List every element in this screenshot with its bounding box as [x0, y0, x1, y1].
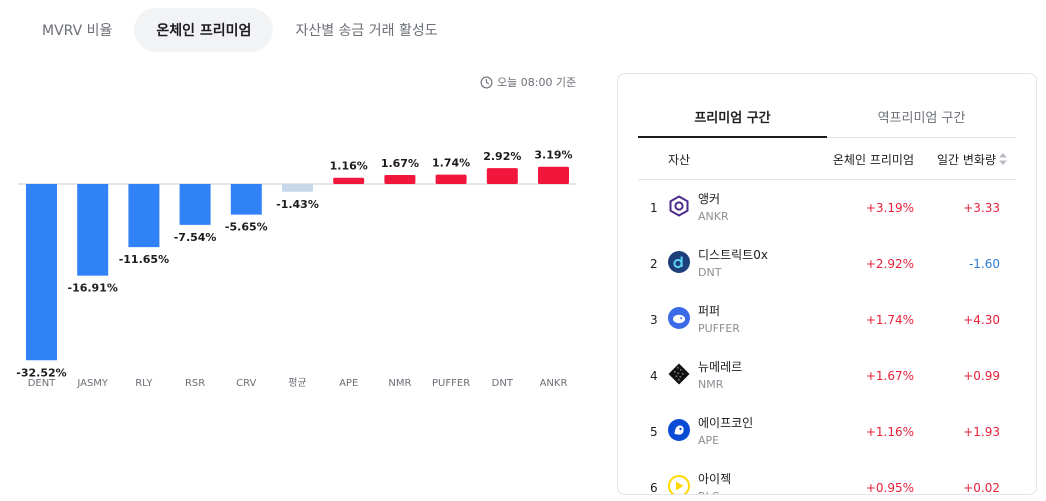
- table-row[interactable]: 2 디스트릭트0x DNT +2.92% -1.60: [638, 236, 1016, 292]
- category-tick-label: NMR: [388, 378, 411, 389]
- asset-ticker: PUFFER: [698, 322, 740, 335]
- tab-transfer-activity[interactable]: 자산별 송금 거래 활성도: [295, 23, 438, 39]
- dnt-logo-icon: [668, 251, 690, 273]
- bar-jasmy[interactable]: [77, 184, 109, 276]
- category-tick-label: RSR: [185, 378, 205, 389]
- asset-name[interactable]: 뉴메레르: [698, 360, 743, 374]
- asset-ticker: RLC: [698, 490, 719, 494]
- bar-value-label: -16.91%: [68, 282, 118, 295]
- asset-ticker: ANKR: [698, 210, 729, 223]
- bar-ape[interactable]: [333, 177, 365, 184]
- daily-change-value: -1.60: [968, 257, 1000, 271]
- daily-change-value: +4.30: [963, 313, 1000, 327]
- table-row[interactable]: 1 앵커 ANKR +3.19% +3.33: [638, 180, 1016, 236]
- premium-bar-chart: -32.52%DENT -16.91% JASMY -11.65% RLY -7.54% R…: [16, 149, 576, 389]
- daily-change-value: +3.33: [963, 201, 1000, 215]
- header-premium: 온체인 프리미엄: [832, 153, 914, 167]
- tab-onchain-premium[interactable]: 온체인 프리미엄: [134, 8, 274, 52]
- category-tick-label: RLY: [135, 378, 153, 389]
- tab-premium-zone[interactable]: 프리미엄 구간: [638, 96, 827, 138]
- ranking-list: 1 앵커 ANKR +3.19% +3.33 2 디스트릭트0x DNT +2.92% -1.60…: [638, 180, 1016, 495]
- bar-ankr[interactable]: [538, 166, 569, 184]
- asset-ticker: NMR: [698, 378, 724, 391]
- header-daily-change[interactable]: 일간 변화량: [936, 153, 996, 167]
- bar-value-label: 1.74%: [432, 157, 470, 170]
- bar-value-label: -5.65%: [225, 221, 268, 234]
- tab-mvrv[interactable]: MVRV 비율: [42, 23, 113, 39]
- bar-nmr[interactable]: [384, 174, 416, 184]
- bar-rly[interactable]: [128, 184, 160, 248]
- table-row[interactable]: 3 퍼퍼 PUFFER +1.74% +4.30: [638, 292, 1016, 348]
- asset-name[interactable]: 퍼퍼: [698, 304, 721, 318]
- premium-value: +2.92%: [865, 257, 914, 271]
- premium-value: +0.95%: [865, 481, 914, 495]
- row-rank: 2: [650, 257, 658, 271]
- asset-name[interactable]: 아이젝: [698, 472, 732, 486]
- metric-tabs: MVRV 비율 온체인 프리미엄 자산별 송금 거래 활성도: [20, 8, 460, 52]
- category-tick-label: CRV: [236, 378, 256, 389]
- nmr-logo-icon: [668, 363, 690, 385]
- bar-평균[interactable]: [282, 184, 313, 192]
- daily-change-value: +0.02: [963, 481, 1000, 495]
- ape-logo-icon: [668, 419, 690, 441]
- bar-value-label: -1.43%: [276, 198, 319, 211]
- category-tick-label: DENT: [28, 378, 56, 389]
- table-header: 자산 온체인 프리미엄 일간 변화량: [638, 138, 1016, 180]
- basis-time-text: 오늘 08:00 기준: [497, 76, 577, 89]
- row-rank: 5: [650, 425, 658, 439]
- bar-puffer[interactable]: [435, 174, 467, 184]
- bar-value-label: 3.19%: [534, 149, 572, 162]
- puffer-logo-icon: [668, 307, 690, 329]
- row-rank: 1: [650, 201, 658, 215]
- ranking-panel: 프리미엄 구간 역프리미엄 구간 자산 온체인 프리미엄 일간 변화량 1 앵커 A…: [617, 73, 1037, 495]
- bar-value-label: -32.52%: [16, 366, 66, 379]
- bar-value-label: 2.92%: [483, 150, 521, 163]
- table-row[interactable]: 6 아이젝 RLC +0.95% +0.02: [638, 460, 1016, 495]
- row-rank: 6: [650, 481, 658, 495]
- bar-rsr[interactable]: [179, 184, 211, 225]
- panel-tabs: 프리미엄 구간 역프리미엄 구간: [638, 96, 1016, 138]
- tab-reverse-premium-zone[interactable]: 역프리미엄 구간: [877, 111, 966, 126]
- header-asset: 자산: [668, 153, 691, 167]
- premium-value: +1.16%: [865, 425, 914, 439]
- row-rank: 4: [650, 369, 658, 383]
- category-tick-label: APE: [339, 378, 358, 389]
- asset-ticker: DNT: [698, 266, 722, 279]
- daily-change-value: +0.99: [963, 369, 1000, 383]
- sort-icon[interactable]: [998, 151, 1008, 167]
- category-tick-label: DNT: [492, 378, 514, 389]
- asset-name[interactable]: 에이프코인: [698, 416, 754, 430]
- rlc-logo-icon: [668, 475, 690, 494]
- row-rank: 3: [650, 313, 658, 327]
- category-tick-label: JASMY: [76, 378, 109, 389]
- premium-value: +1.74%: [865, 313, 914, 327]
- bar-value-label: 1.67%: [381, 157, 419, 170]
- asset-ticker: APE: [698, 434, 720, 447]
- basis-time: 오늘 08:00 기준: [480, 74, 576, 90]
- premium-value: +1.67%: [865, 369, 914, 383]
- daily-change-value: +1.93: [963, 425, 1000, 439]
- category-tick-label: PUFFER: [432, 378, 470, 389]
- bar-value-label: -11.65%: [119, 253, 169, 266]
- bar-dnt[interactable]: [486, 168, 518, 184]
- asset-name[interactable]: 앵커: [698, 192, 721, 206]
- ankr-logo-icon: [668, 195, 690, 217]
- table-row[interactable]: 5 에이프코인 APE +1.16% +1.93: [638, 404, 1016, 460]
- premium-value: +3.19%: [865, 201, 914, 215]
- bar-value-label: 1.16%: [330, 160, 368, 173]
- category-tick-label: 평균: [288, 377, 306, 389]
- asset-name[interactable]: 디스트릭트0x: [698, 248, 768, 262]
- category-tick-label: ANKR: [540, 378, 568, 389]
- table-row[interactable]: 4 뉴메레르 NMR +1.67% +0.99: [638, 348, 1016, 404]
- bar-value-label: -7.54%: [174, 231, 217, 244]
- bar-dent[interactable]: [26, 184, 57, 361]
- clock-icon: [480, 76, 493, 88]
- bar-crv[interactable]: [230, 184, 262, 215]
